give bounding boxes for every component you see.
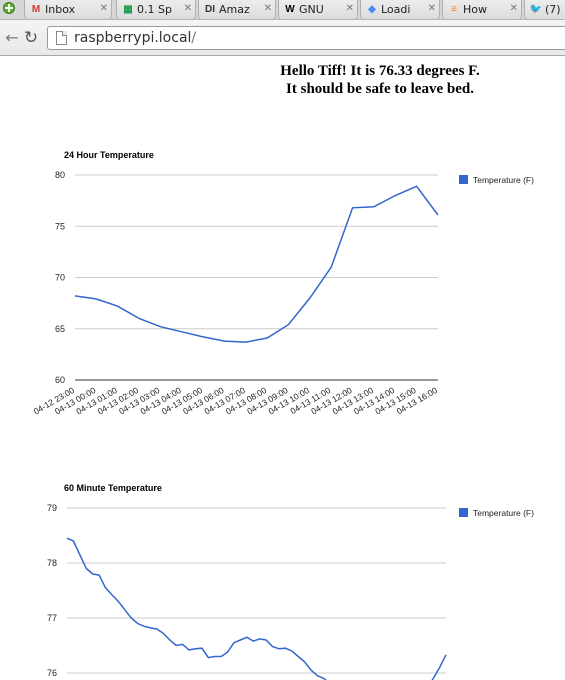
- url-host: raspberrypi.local: [74, 30, 192, 46]
- di-icon: DI: [205, 4, 215, 15]
- chart-title: 60 Minute Temperature: [64, 483, 162, 493]
- browser-tab[interactable]: DI Amaz ✕: [198, 0, 276, 19]
- y-tick-label: 60: [55, 375, 65, 385]
- close-tab-icon[interactable]: ✕: [345, 3, 354, 14]
- y-tick-label: 70: [55, 273, 65, 283]
- tab-title: Amaz: [219, 3, 250, 16]
- close-tab-icon[interactable]: ✕: [263, 3, 272, 14]
- series-line: [66, 537, 447, 680]
- chart-title: 24 Hour Temperature: [64, 150, 154, 160]
- greeting-line-2: It should be safe to leave bed.: [286, 81, 474, 97]
- tab-title: 0.1 Sp: [137, 3, 172, 16]
- y-tick-label: 77: [47, 613, 57, 623]
- tab-title: How: [463, 3, 487, 16]
- url-path: /: [191, 30, 197, 46]
- tab-title: GNU: [299, 3, 324, 16]
- browser-tab[interactable]: 🐦 (7): [524, 0, 565, 19]
- browser-tab[interactable]: M Inbox ✕: [24, 0, 112, 19]
- tab-title: Loadi: [381, 3, 411, 16]
- tab-title: Inbox: [45, 3, 76, 16]
- y-tick-label: 80: [55, 170, 65, 180]
- series-line: [74, 185, 439, 343]
- close-tab-icon[interactable]: ✕: [183, 3, 192, 14]
- tab-strip: M Inbox ✕ ▦ 0.1 Sp ✕ DI Amaz ✕ W GNU ✕ ◆ Loadi ✕ ≡ How ✕ 🐦…: [0, 0, 565, 20]
- y-tick-label: 75: [55, 221, 65, 231]
- address-bar[interactable]: raspberrypi.local/: [47, 26, 565, 50]
- browser-tab[interactable]: W GNU ✕: [278, 0, 358, 19]
- chart-60-minute-svg: 60 Minute Temperature 76 77 78 79 Temperature…: [47, 483, 534, 680]
- sheets-icon: ▦: [123, 4, 133, 15]
- loading-icon: ◆: [368, 4, 376, 15]
- twitter-icon: 🐦: [529, 4, 543, 15]
- stackoverflow-icon: ≡: [451, 4, 457, 15]
- wikipedia-icon: W: [285, 4, 295, 15]
- legend-swatch: [459, 175, 468, 184]
- y-tick-label: 76: [47, 668, 57, 678]
- greeting-message: Hello Tiff! It is 76.33 degrees F. It sh…: [230, 62, 530, 98]
- legend-label: Temperature (F): [473, 508, 534, 518]
- url-text: raspberrypi.local/: [74, 30, 196, 46]
- close-tab-icon[interactable]: ✕: [427, 3, 436, 14]
- close-tab-icon[interactable]: ✕: [509, 3, 518, 14]
- browser-tab[interactable]: ≡ How ✕: [442, 0, 522, 19]
- browser-tab[interactable]: ▦ 0.1 Sp ✕: [116, 0, 196, 19]
- y-tick-label: 65: [55, 324, 65, 334]
- new-tab-icon[interactable]: [3, 2, 15, 14]
- legend-swatch: [459, 508, 468, 517]
- greeting-line-1: Hello Tiff! It is 76.33 degrees F.: [280, 63, 480, 79]
- y-tick-label: 78: [47, 558, 57, 568]
- chart-60-minute: 60 Minute Temperature 76 77 78 79 Temperature…: [0, 478, 565, 680]
- browser-toolbar: ← ↻ raspberrypi.local/: [0, 20, 565, 56]
- tab-title: (7): [545, 3, 561, 16]
- close-tab-icon[interactable]: ✕: [99, 3, 108, 14]
- browser-tab[interactable]: ◆ Loadi ✕: [360, 0, 440, 19]
- page-icon: [56, 31, 67, 45]
- reload-icon[interactable]: ↻: [23, 28, 39, 48]
- legend-label: Temperature (F): [473, 175, 534, 185]
- y-tick-label: 79: [47, 503, 57, 513]
- back-arrow-icon[interactable]: ←: [5, 28, 19, 47]
- gmail-icon: M: [31, 4, 41, 15]
- chart-24-hour: 24 Hour Temperature 60 65 70 75 80 04-12 23:00…: [0, 145, 565, 435]
